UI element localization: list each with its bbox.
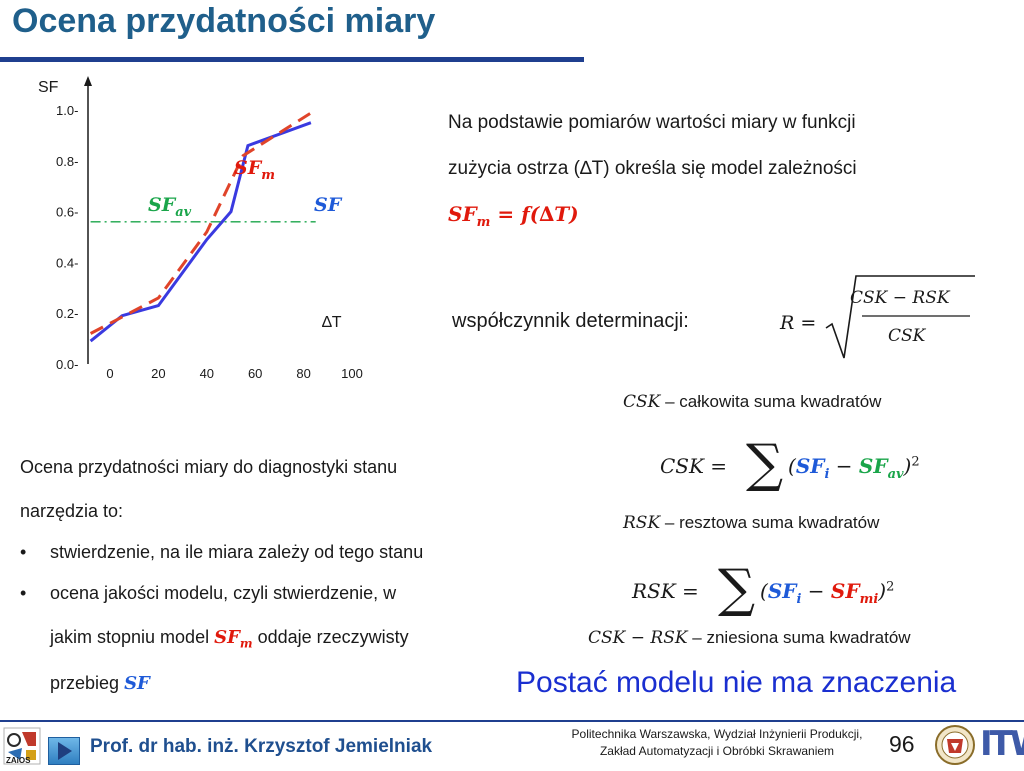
diff-desc: CSK − RSK – zniesiona suma kwadratów — [588, 628, 911, 648]
play-icon — [58, 742, 72, 760]
assessment-intro-2: narzędzia to: — [20, 501, 124, 521]
rsk-formula: RSK = ∑ (SFi − SFmi)2 — [632, 559, 895, 619]
x-tick-label: 100 — [341, 366, 363, 381]
page-number: 96 — [889, 731, 915, 757]
sqrt-sign — [825, 275, 975, 359]
footer-rule — [0, 720, 1024, 722]
bullet-1: • stwierdzenie, na ile miara zależy od te… — [20, 542, 424, 562]
x-tick-label: 40 — [200, 366, 214, 381]
y-tick-label: 0.0- — [56, 357, 78, 372]
author-name: Prof. dr hab. inż. Krzysztof Jemielniak — [90, 736, 433, 757]
x-tick-label: 60 — [248, 366, 262, 381]
chart-text: SF 0.0- 0.2- 0.4- 0.6- 0.8- 1.0- 0 20 40 60 80 100 ∆T — [38, 79, 363, 381]
conclusion: Postać modelu nie ma znaczenia — [516, 666, 957, 699]
y-tick-label: 1.0- — [56, 103, 78, 118]
csk-formula: CSK = ∑ (SFi − SFav)2 — [660, 434, 920, 494]
itw-logo: ITW — [980, 724, 1024, 764]
sfm-curve-label: SFm — [234, 157, 275, 183]
x-tick-label: 80 — [296, 366, 310, 381]
intro-line-2: zużycia ostrza (∆T) określa się model za… — [448, 158, 857, 179]
bullet-2-line-2: jakim stopniu model SFm oddaje rzeczywis… — [50, 627, 409, 651]
assessment-intro-1: Ocena przydatności miary do diagnostyki … — [20, 457, 398, 477]
sf-curve-label: SF — [314, 194, 342, 216]
sf-chart: SF 0.0- 0.2- 0.4- 0.6- 0.8- 1.0- 0 20 40 60 80 100 ∆T — [38, 76, 363, 381]
r-denominator: CSK — [888, 326, 926, 346]
y-tick-label: 0.4- — [56, 255, 78, 270]
x-tick-label: 20 — [151, 366, 165, 381]
title-underline — [0, 57, 584, 62]
play-button[interactable] — [48, 737, 80, 765]
model-formula: SFm = f(∆T) — [448, 202, 579, 230]
y-tick-label: 0.2- — [56, 306, 78, 321]
sfav-curve-label: SFav — [148, 194, 192, 220]
intro-line-1: Na podstawie pomiarów wartości miary w f… — [448, 112, 856, 133]
series-line-sf-m — [89, 108, 317, 335]
institution: Politechnika Warszawska, Wydział Inżynie… — [571, 727, 863, 758]
csk-desc: CSK – całkowita suma kwadratów — [623, 392, 882, 412]
zaios-logo: ZAiOS — [2, 726, 42, 766]
determination-label: współczynnik determinacji: — [452, 310, 689, 332]
university-seal-icon — [934, 724, 976, 766]
r-numerator: CSK − RSK — [850, 288, 950, 308]
y-tick-label: 0.8- — [56, 154, 78, 169]
chart-axes — [84, 76, 92, 364]
bullet-2-line-3: przebieg SF — [50, 673, 150, 694]
bullet-2: • ocena jakości modelu, czyli stwierdzeni… — [20, 583, 397, 603]
x-axis-label: ∆T — [322, 314, 342, 331]
y-axis-label: SF — [38, 79, 59, 96]
sum-symbol: ∑ — [718, 559, 756, 619]
page-title: Ocena przydatności miary — [12, 2, 436, 40]
x-tick-label: 0 — [106, 366, 113, 381]
sum-symbol: ∑ — [746, 434, 784, 494]
y-axis-arrow — [84, 76, 92, 86]
chart-series — [89, 108, 317, 343]
r-lhs: R = — [780, 312, 817, 334]
series-line-sf — [89, 121, 312, 343]
y-tick-label: 0.6- — [56, 205, 78, 220]
rsk-desc: RSK – resztowa suma kwadratów — [623, 513, 880, 533]
